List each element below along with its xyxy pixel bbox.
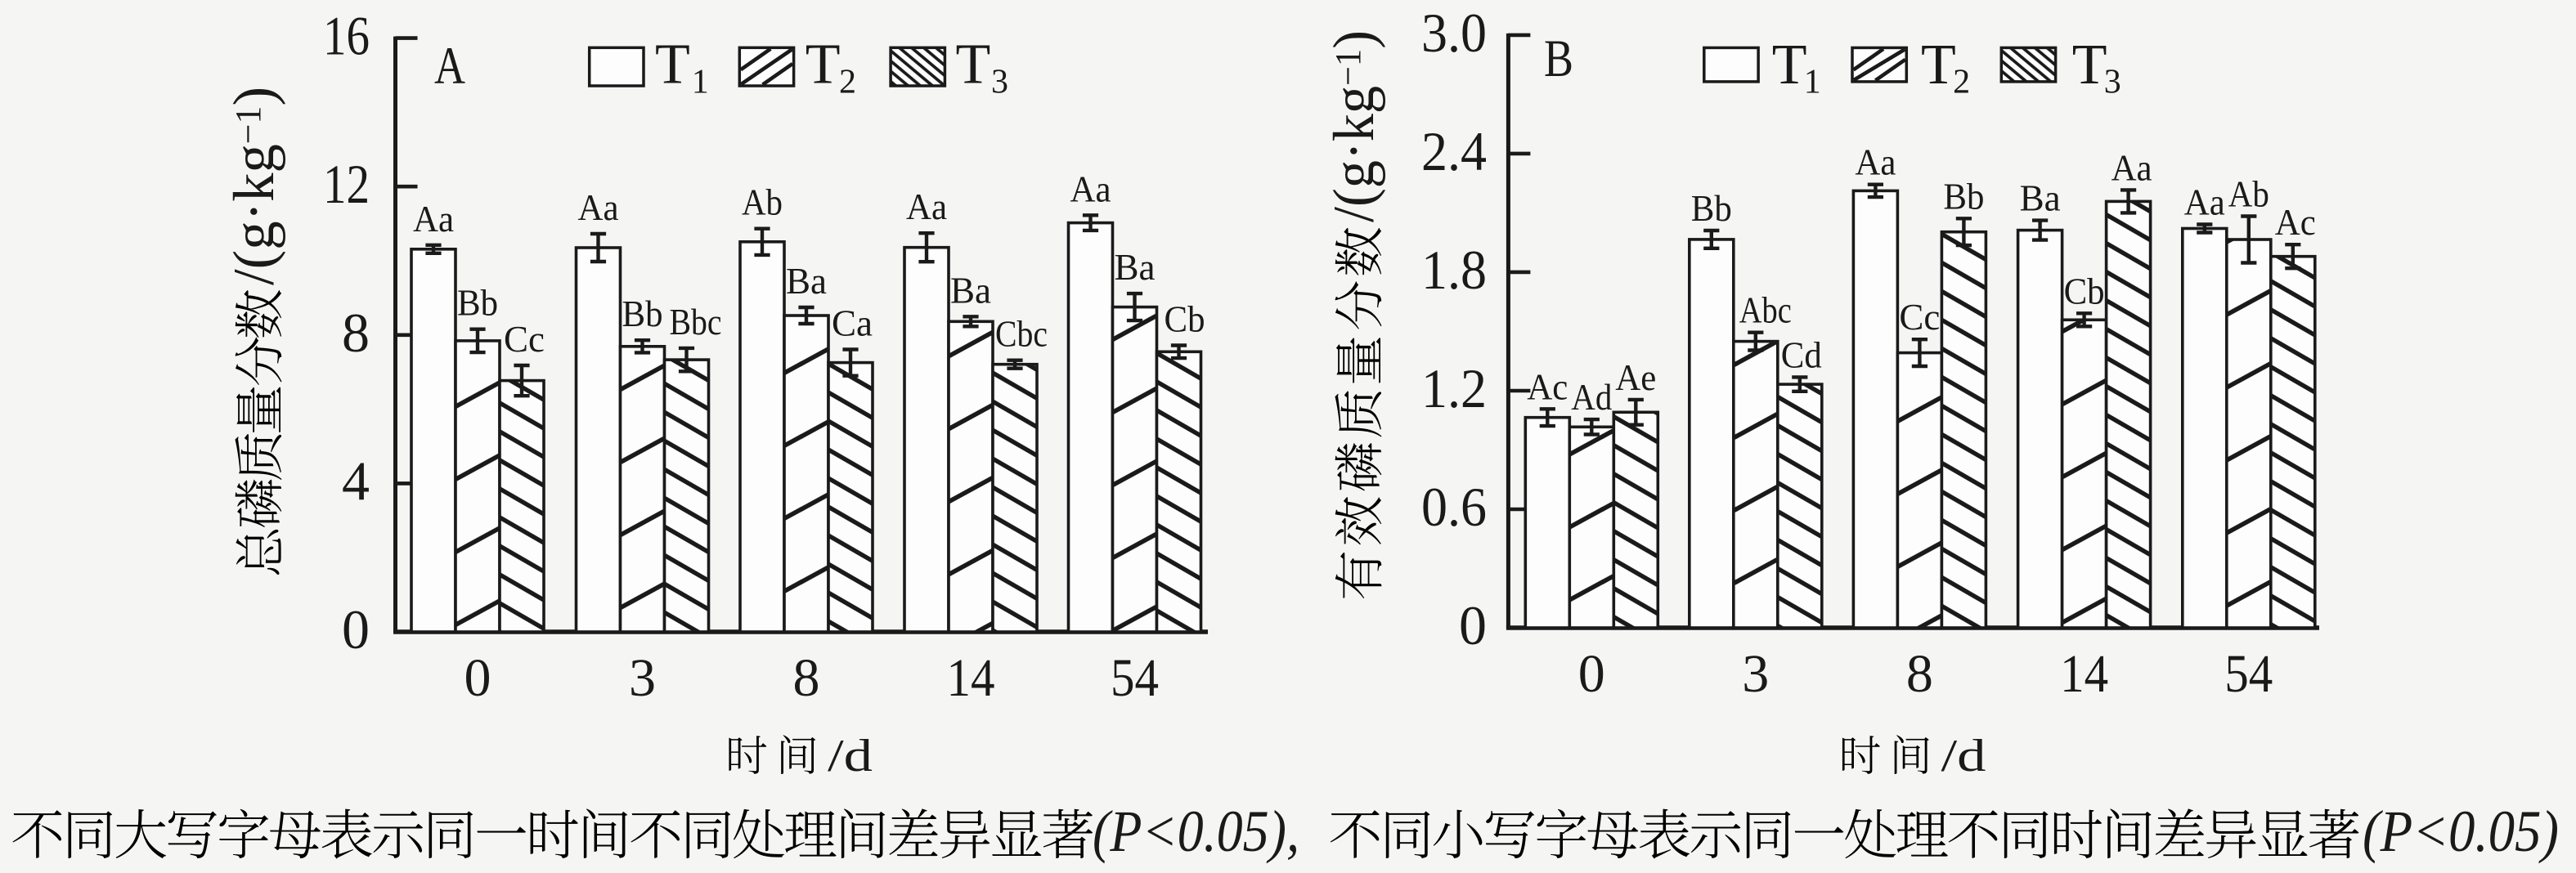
svg-text:/d: /d [828, 731, 873, 781]
svg-text:Aa: Aa [906, 186, 947, 227]
svg-text:1.2: 1.2 [1421, 357, 1487, 419]
svg-text:0: 0 [464, 648, 491, 708]
svg-text:Cb: Cb [1165, 298, 1205, 340]
svg-text:8: 8 [793, 648, 820, 708]
svg-text:Ba: Ba [1115, 246, 1156, 288]
svg-text:B: B [1544, 29, 1573, 88]
svg-text:Ab: Ab [742, 181, 783, 223]
svg-text:A: A [434, 37, 465, 96]
svg-text:Aa: Aa [1070, 168, 1111, 209]
svg-text:2: 2 [839, 63, 856, 101]
svg-text:T: T [956, 34, 991, 96]
svg-text:Cb: Cb [2064, 270, 2105, 311]
svg-text:Ad: Ad [1571, 376, 1612, 418]
svg-text:3: 3 [629, 648, 656, 708]
svg-text:54: 54 [1111, 648, 1159, 708]
svg-text:1.8: 1.8 [1421, 239, 1487, 301]
svg-text:(P<0.05): (P<0.05) [2363, 799, 2559, 864]
svg-text:T: T [1772, 34, 1807, 96]
svg-text:Ca: Ca [832, 302, 873, 344]
svg-text:Ba: Ba [2020, 177, 2061, 219]
svg-text:T: T [2072, 34, 2107, 96]
svg-text:Bb: Bb [457, 282, 498, 324]
svg-text:3.0: 3.0 [1421, 2, 1487, 64]
svg-text:Cc: Cc [504, 318, 545, 360]
svg-text:Ba: Ba [950, 269, 991, 311]
svg-text:Bb: Bb [1691, 187, 1732, 229]
svg-text:T: T [655, 34, 690, 96]
svg-text:12: 12 [323, 153, 370, 215]
svg-text:Bb: Bb [622, 293, 663, 334]
svg-text:Aa: Aa [578, 186, 619, 228]
svg-text:T: T [806, 34, 841, 96]
svg-text:/d: /d [1941, 731, 1986, 781]
svg-text:Aa: Aa [2184, 181, 2225, 223]
svg-text:Cd: Cd [1781, 334, 1822, 375]
svg-text:Aa: Aa [413, 198, 454, 240]
svg-text:0.6: 0.6 [1421, 476, 1487, 538]
svg-text:Bb: Bb [1943, 175, 1984, 217]
svg-text:Aa: Aa [1855, 141, 1896, 183]
svg-text:16: 16 [323, 5, 370, 67]
svg-text:Ba: Ba [786, 260, 827, 302]
svg-text:1: 1 [692, 63, 709, 101]
svg-text:3: 3 [1742, 644, 1769, 704]
svg-text:Bbc: Bbc [670, 301, 722, 342]
svg-text:1: 1 [1804, 63, 1821, 101]
svg-text:2.4: 2.4 [1421, 120, 1487, 182]
svg-text:Ab: Ab [2228, 173, 2269, 215]
svg-text:Ac: Ac [1527, 365, 1568, 407]
svg-text:0: 0 [1459, 594, 1487, 656]
svg-text:3: 3 [991, 63, 1008, 101]
svg-text:Cbc: Cbc [995, 313, 1048, 355]
svg-text:Ac: Ac [2275, 201, 2316, 243]
svg-text:0: 0 [342, 598, 370, 660]
svg-text:8: 8 [1906, 644, 1933, 704]
svg-text:Aa: Aa [2112, 146, 2152, 188]
svg-text:14: 14 [2060, 644, 2108, 704]
svg-text:54: 54 [2224, 644, 2273, 704]
svg-text:0: 0 [1578, 644, 1605, 704]
svg-text:(P<0.05),: (P<0.05), [1093, 799, 1299, 864]
svg-text:T: T [1921, 34, 1956, 96]
svg-text:Abc: Abc [1739, 289, 1792, 331]
svg-text:4: 4 [342, 450, 370, 512]
svg-text:14: 14 [947, 648, 995, 708]
svg-text:3: 3 [2104, 63, 2121, 101]
svg-text:2: 2 [1953, 63, 1970, 101]
svg-text:Ae: Ae [1615, 356, 1656, 398]
svg-text:Cc: Cc [1899, 296, 1940, 338]
svg-text:8: 8 [342, 302, 370, 364]
